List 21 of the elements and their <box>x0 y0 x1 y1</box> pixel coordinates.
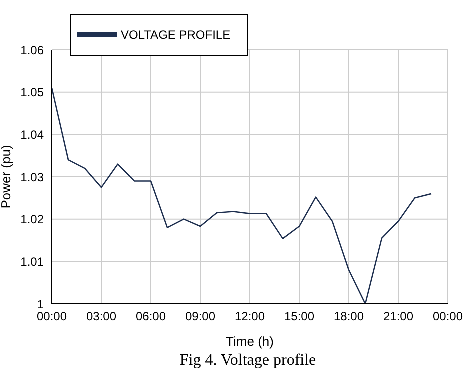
x-tick-label: 06:00 <box>136 310 166 324</box>
y-tick-label: 1.03 <box>20 170 44 184</box>
legend-label: VOLTAGE PROFILE <box>121 28 231 42</box>
x-axis-title: Time (h) <box>226 334 274 349</box>
y-tick-label: 1.05 <box>20 86 44 100</box>
caption: Fig 4. Voltage profile <box>178 352 318 370</box>
x-tick-label: 09:00 <box>185 310 216 324</box>
y-tick-label: 1.02 <box>20 212 44 227</box>
x-tick-label: 15:00 <box>284 310 315 324</box>
y-tick-label: 1.06 <box>20 43 44 58</box>
x-tick-label: 21:00 <box>383 310 414 324</box>
y-tick-label: 1.01 <box>20 254 44 269</box>
x-tick-label: 12:00 <box>234 310 266 324</box>
x-tick-label: 18:00 <box>334 310 364 324</box>
x-tick-label: 03:00 <box>86 310 117 324</box>
x-tick-label: 00:00 <box>432 310 464 324</box>
y-axis-title: Power (pu) <box>0 145 14 209</box>
line-series <box>52 87 432 304</box>
y-tick-label: 1.04 <box>20 128 44 142</box>
x-tick-label: 00:00 <box>36 310 68 324</box>
y-tick-label: 1 <box>37 297 44 312</box>
